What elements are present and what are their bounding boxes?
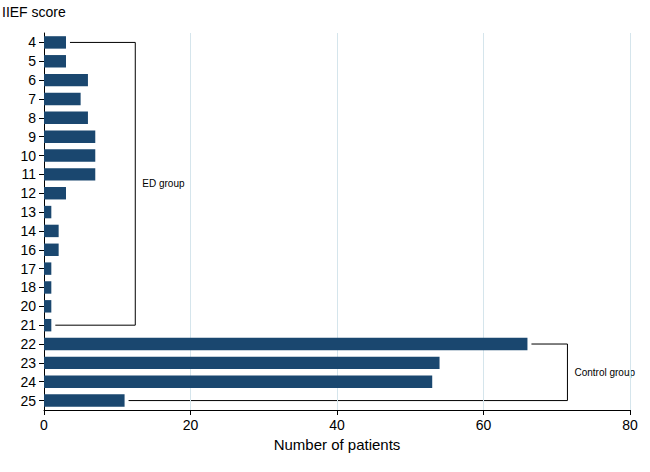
svg-text:20: 20 [20, 298, 36, 314]
svg-text:IIEF score: IIEF score [2, 4, 66, 20]
svg-text:5: 5 [28, 53, 36, 69]
svg-text:ED group: ED group [142, 178, 185, 189]
svg-text:10: 10 [20, 148, 36, 164]
svg-text:16: 16 [20, 242, 36, 258]
svg-text:18: 18 [20, 279, 36, 295]
svg-text:Number of patients: Number of patients [274, 436, 401, 453]
svg-text:14: 14 [20, 223, 36, 239]
svg-text:13: 13 [20, 204, 36, 220]
svg-text:20: 20 [183, 417, 199, 433]
svg-text:22: 22 [20, 336, 36, 352]
svg-text:8: 8 [28, 110, 36, 126]
svg-text:24: 24 [20, 374, 36, 390]
svg-text:6: 6 [28, 72, 36, 88]
svg-text:60: 60 [476, 417, 492, 433]
svg-text:21: 21 [20, 317, 36, 333]
svg-text:40: 40 [329, 417, 345, 433]
svg-text:12: 12 [20, 185, 36, 201]
svg-text:80: 80 [622, 417, 638, 433]
svg-text:0: 0 [40, 417, 48, 433]
svg-text:23: 23 [20, 355, 36, 371]
svg-text:9: 9 [28, 129, 36, 145]
svg-text:4: 4 [28, 34, 36, 50]
svg-text:Control group: Control group [574, 367, 635, 378]
svg-text:17: 17 [20, 261, 36, 277]
svg-text:7: 7 [28, 91, 36, 107]
svg-text:25: 25 [20, 393, 36, 409]
svg-text:11: 11 [21, 166, 36, 182]
